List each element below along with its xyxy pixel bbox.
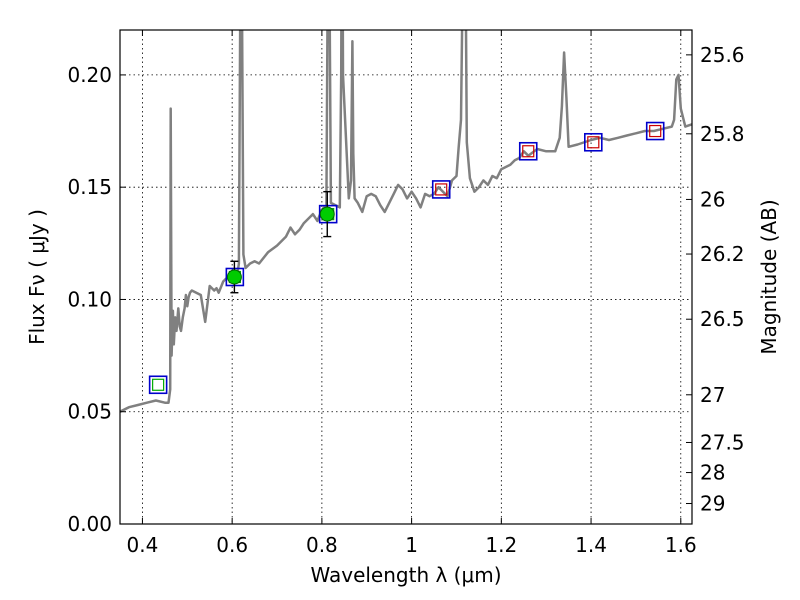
model-flux-box — [148, 375, 168, 395]
x-tick-label: 1.6 — [665, 533, 697, 557]
x-tick-label: 0.8 — [306, 533, 338, 557]
right-tick-label: 25.6 — [700, 43, 745, 67]
right-tick-label: 27.5 — [700, 430, 745, 454]
right-tick-label: 27 — [700, 383, 725, 407]
x-tick-label: 1.4 — [575, 533, 607, 557]
model-flux-box-inner — [522, 145, 535, 158]
observed-flux-point — [319, 206, 335, 222]
axis-ticks: 0.4 0.6 0.8 1 1.2 1.4 1.6 0.00 0.05 0.10 0.15 0.20 2… — [67, 30, 745, 557]
y-tick-label: 0.00 — [67, 512, 112, 536]
model-flux-box-inner — [435, 183, 448, 196]
x-tick-label: 0.6 — [216, 533, 248, 557]
spectrum-line — [120, 30, 692, 413]
model-flux-box — [518, 141, 538, 161]
plot-frame — [119, 29, 693, 525]
grid-lines — [120, 30, 692, 525]
right-tick-label: 28 — [700, 461, 725, 485]
right-tick-label: 25.8 — [700, 122, 745, 146]
right-tick-label: 29 — [700, 492, 725, 516]
right-tick-label: 26.5 — [700, 307, 745, 331]
model-flux-box-inner — [587, 136, 600, 149]
photometry-points — [148, 121, 665, 395]
model-flux-box — [431, 180, 451, 199]
model-flux-box — [645, 121, 665, 141]
x-tick-label: 1.2 — [485, 533, 517, 557]
right-tick-label: 26 — [700, 187, 725, 211]
right-tick-label: 26.2 — [700, 242, 745, 266]
y-tick-label: 0.20 — [67, 63, 112, 87]
model-flux-box-inner — [649, 124, 662, 138]
x-tick-label: 0.4 — [127, 533, 159, 557]
model-flux-box — [584, 132, 603, 152]
model-flux-box — [318, 204, 338, 224]
model-flux-box-inner — [152, 378, 165, 391]
y-axis-label: Flux Fν ( μJy ) — [25, 209, 49, 345]
y-tick-label: 0.15 — [67, 175, 112, 199]
x-axis-label: Wavelength λ (μm) — [310, 563, 501, 587]
y-tick-label: 0.05 — [67, 400, 112, 424]
observed-flux-point — [226, 269, 242, 285]
model-spectrum — [120, 30, 692, 413]
right-axis-label: Magnitude (AB) — [757, 199, 781, 354]
x-tick-label: 1 — [405, 533, 418, 557]
y-tick-label: 0.10 — [67, 287, 112, 311]
